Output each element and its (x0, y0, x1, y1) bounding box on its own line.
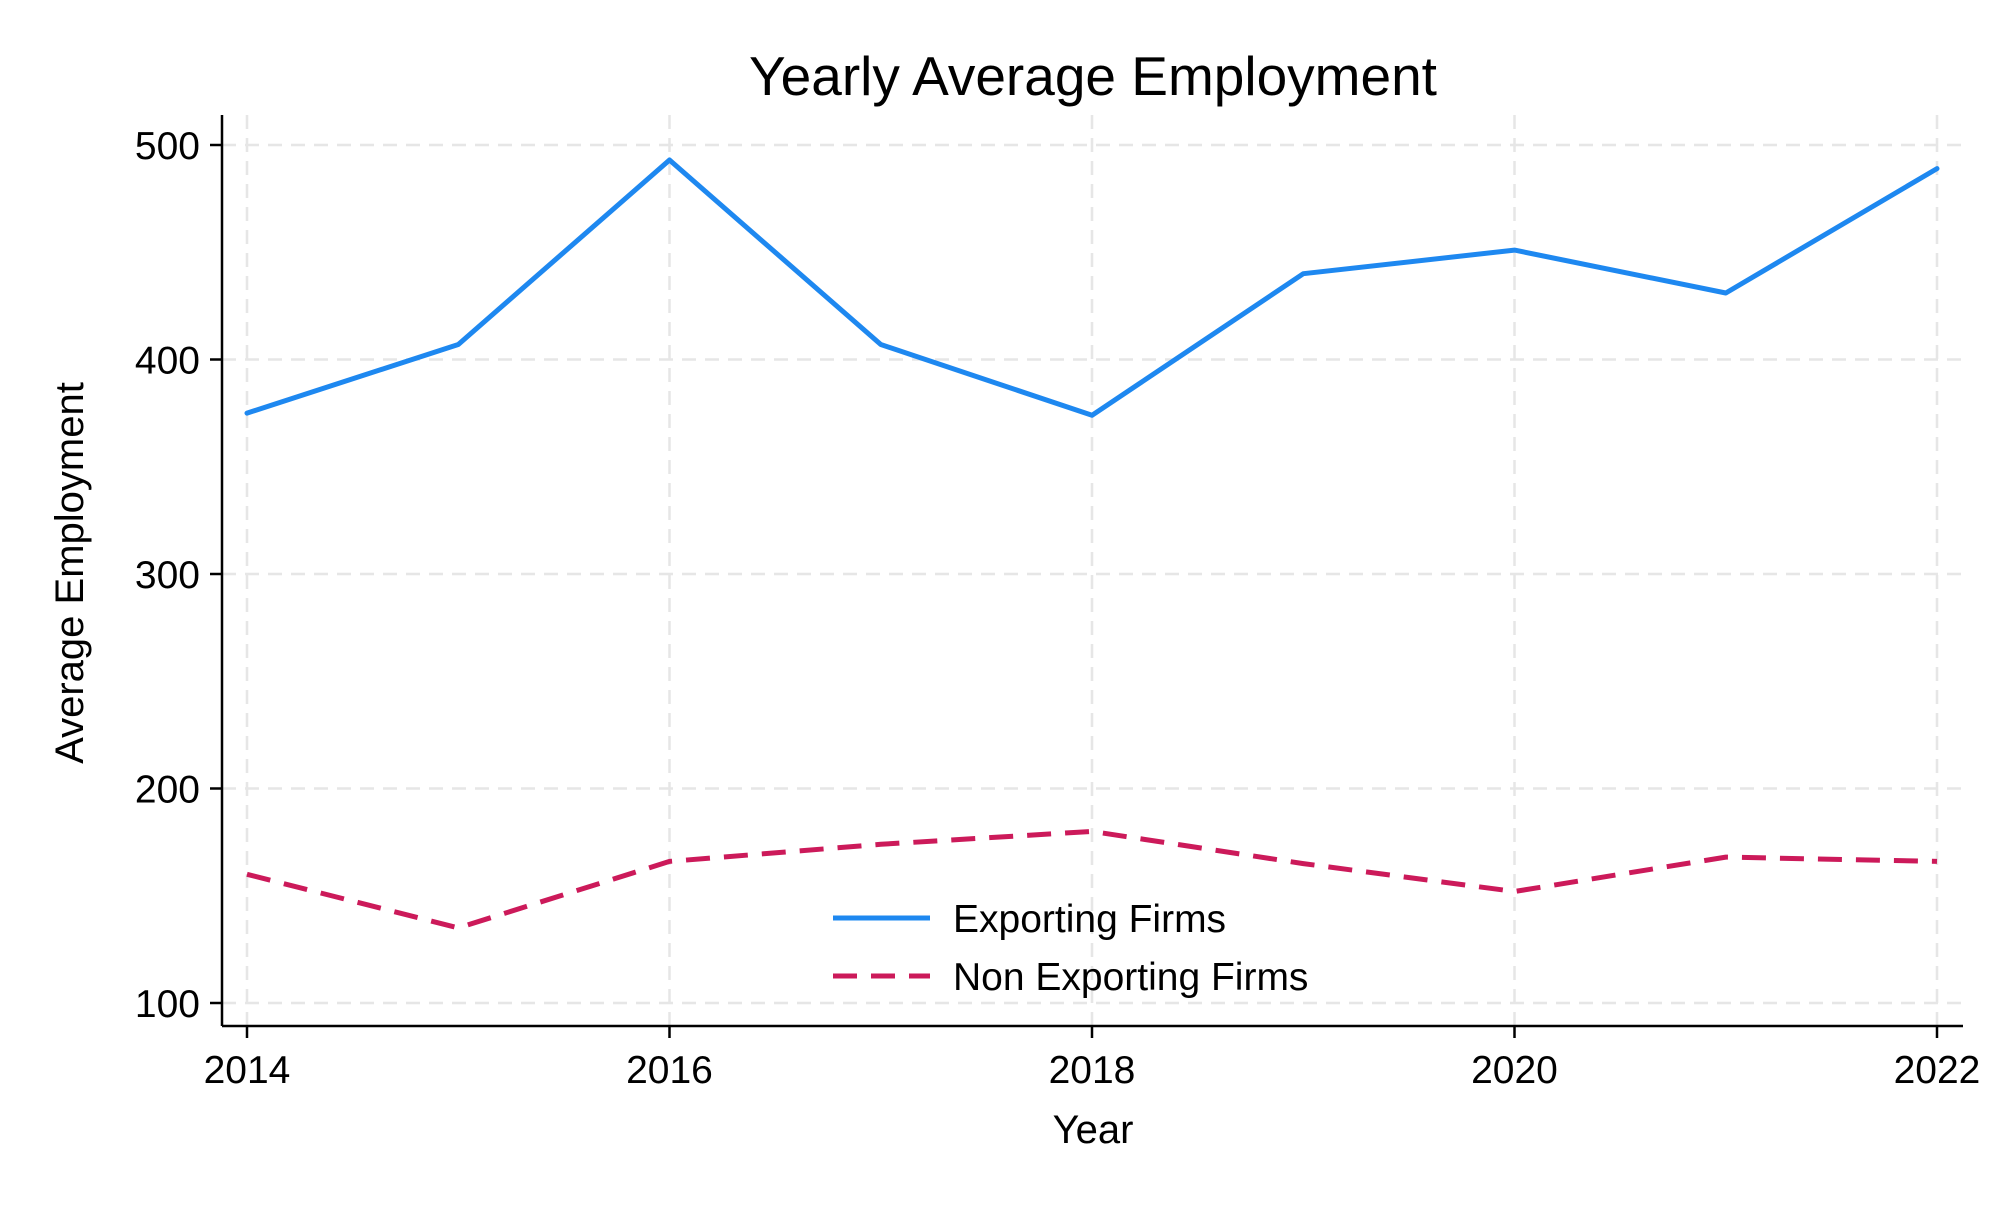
legend: Exporting Firms Non Exporting Firms (833, 898, 1308, 999)
x-tick-label-2018: 2018 (1049, 1049, 1136, 1092)
y-tick-label-300: 300 (135, 554, 200, 597)
y-tick-label-400: 400 (135, 340, 200, 383)
tick-labels: 100 200 300 400 500 2014 2016 2018 2020 2022 (135, 125, 1980, 1092)
axes (210, 115, 1963, 1038)
y-tick-label-100: 100 (135, 983, 200, 1026)
legend-label-non-exporting: Non Exporting Firms (953, 956, 1308, 999)
x-axis-title: Year (1053, 1108, 1134, 1152)
x-tick-label-2020: 2020 (1471, 1049, 1558, 1092)
series-lines (244, 157, 1940, 931)
x-tick-label-2016: 2016 (626, 1049, 713, 1092)
grid-lines (222, 115, 1963, 1026)
x-tick-label-2014: 2014 (204, 1049, 291, 1092)
x-tick-label-2022: 2022 (1894, 1049, 1981, 1092)
y-tick-label-200: 200 (135, 769, 200, 812)
legend-label-exporting: Exporting Firms (953, 898, 1226, 941)
y-tick-label-500: 500 (135, 125, 200, 168)
y-axis-title: Average Employment (48, 382, 92, 764)
chart-title: Yearly Average Employment (749, 45, 1437, 107)
series-line-exporting (244, 157, 1940, 418)
